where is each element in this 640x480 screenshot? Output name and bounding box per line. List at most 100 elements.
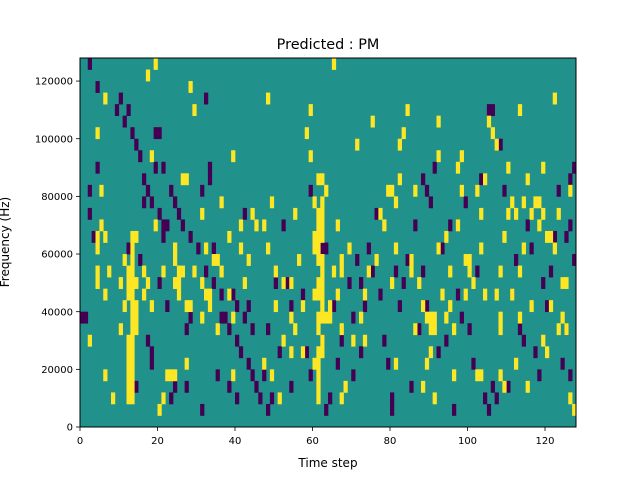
heatmap-cell-low xyxy=(149,196,154,209)
heatmap-cell-high xyxy=(339,265,344,278)
heatmap-cell-high xyxy=(316,323,321,336)
heatmap-cell-low xyxy=(359,277,364,289)
heatmap-cell-high xyxy=(393,242,399,255)
heatmap-cell-high xyxy=(374,254,379,266)
heatmap-cell-low xyxy=(289,300,294,313)
heatmap-cell-low xyxy=(204,92,209,105)
heatmap-cell-high xyxy=(386,184,391,197)
heatmap-cell-low xyxy=(432,161,437,174)
heatmap-cell-high xyxy=(95,265,100,278)
heatmap-cell-low xyxy=(126,242,131,255)
heatmap-cell-high xyxy=(436,115,441,128)
y-tick-label: 40000 xyxy=(41,307,73,318)
heatmap-cell-low xyxy=(459,311,464,324)
heatmap-cell-high xyxy=(432,323,437,336)
heatmap-cell-low xyxy=(320,242,325,255)
heatmap-cell-low xyxy=(87,58,92,70)
plot-area xyxy=(80,58,577,427)
heatmap-cell-high xyxy=(188,300,193,313)
heatmap-cell-high xyxy=(308,104,313,117)
heatmap-cell-high xyxy=(556,323,561,336)
heatmap-cell-high xyxy=(231,311,236,324)
heatmap-cell-high xyxy=(448,265,453,278)
heatmap-cell-low xyxy=(161,219,166,232)
heatmap-cell-high xyxy=(362,334,368,347)
y-tick-label: 80000 xyxy=(41,192,73,203)
heatmap-cell-low xyxy=(300,288,306,301)
heatmap-cell-low xyxy=(235,300,240,313)
heatmap-cell-low xyxy=(552,230,557,243)
heatmap-cell-high xyxy=(103,230,108,243)
heatmap-cell-low xyxy=(254,380,259,393)
heatmap-cell-low xyxy=(409,380,414,393)
y-tick-label: 60000 xyxy=(41,250,73,261)
heatmap-cell-high xyxy=(537,219,542,232)
heatmap-cell-low xyxy=(87,184,92,197)
heatmap-cell-low xyxy=(269,392,275,405)
heatmap-cell-high xyxy=(320,219,325,232)
heatmap-cell-low xyxy=(250,369,255,382)
heatmap-cell-low xyxy=(506,380,511,393)
heatmap-cell-high xyxy=(444,311,449,324)
heatmap-cell-high xyxy=(424,311,430,324)
heatmap-cell-high xyxy=(533,196,538,209)
heatmap-cell-high xyxy=(300,346,306,359)
heatmap-cell-high xyxy=(242,277,247,289)
heatmap-cell-low xyxy=(328,392,333,405)
heatmap-cell-low xyxy=(560,357,565,370)
heatmap-cell-low xyxy=(308,184,313,197)
heatmap-cell-high xyxy=(432,392,437,405)
heatmap-cell-low xyxy=(289,380,294,393)
heatmap-cell-low xyxy=(142,173,147,186)
heatmap-cell-low xyxy=(421,265,426,278)
heatmap-cell-high xyxy=(262,357,267,370)
heatmap-cell-high xyxy=(134,323,139,336)
heatmap-cell-high xyxy=(413,323,418,336)
x-axis-label: Time step xyxy=(297,456,357,470)
heatmap-cell-low xyxy=(277,346,282,359)
heatmap-cell-low xyxy=(169,392,174,405)
heatmap-cell-high xyxy=(324,184,329,197)
heatmap-cell-high xyxy=(479,207,484,220)
heatmap-cell-high xyxy=(401,127,406,140)
heatmap-cell-high xyxy=(130,288,135,301)
heatmap-cell-high xyxy=(521,196,526,209)
heatmap-cell-low xyxy=(366,242,371,255)
heatmap-cell-high xyxy=(335,219,340,232)
heatmap-cell-low xyxy=(153,161,158,174)
heatmap-cell-high xyxy=(316,277,321,289)
heatmap-cell-low xyxy=(463,196,468,209)
heatmap-cell-low xyxy=(180,219,185,232)
heatmap-cell-high xyxy=(157,403,162,416)
heatmap-cell-high xyxy=(502,230,507,243)
heatmap-cell-high xyxy=(126,288,131,301)
heatmap-cell-low xyxy=(444,334,449,347)
heatmap-cell-high xyxy=(448,300,453,313)
heatmap-cell-low xyxy=(424,300,430,313)
heatmap-cell-low xyxy=(428,196,433,209)
heatmap-cell-low xyxy=(521,334,526,347)
heatmap-cell-low xyxy=(452,403,457,416)
heatmap-cell-high xyxy=(173,254,178,266)
heatmap-cell-low xyxy=(397,300,402,313)
heatmap-cell-high xyxy=(339,392,344,405)
heatmap-cell-low xyxy=(490,104,495,117)
heatmap-cell-high xyxy=(428,311,433,324)
heatmap-cells xyxy=(80,58,577,416)
heatmap-cell-high xyxy=(475,369,480,382)
heatmap-cell-low xyxy=(568,173,573,186)
heatmap-cell-high xyxy=(428,323,433,336)
heatmap-cell-low xyxy=(390,403,395,416)
heatmap-cell-high xyxy=(130,311,135,324)
heatmap-cell-high xyxy=(130,346,135,359)
x-tick-label: 60 xyxy=(306,436,319,447)
heatmap-cell-high xyxy=(517,265,523,278)
heatmap-cell-low xyxy=(188,230,193,243)
heatmap-cell-high xyxy=(525,173,530,186)
heatmap-cell-low xyxy=(242,207,247,220)
heatmap-cell-high xyxy=(180,173,185,186)
heatmap-cell-low xyxy=(386,357,391,370)
heatmap-cell-low xyxy=(517,323,523,336)
heatmap-cell-low xyxy=(529,242,534,255)
